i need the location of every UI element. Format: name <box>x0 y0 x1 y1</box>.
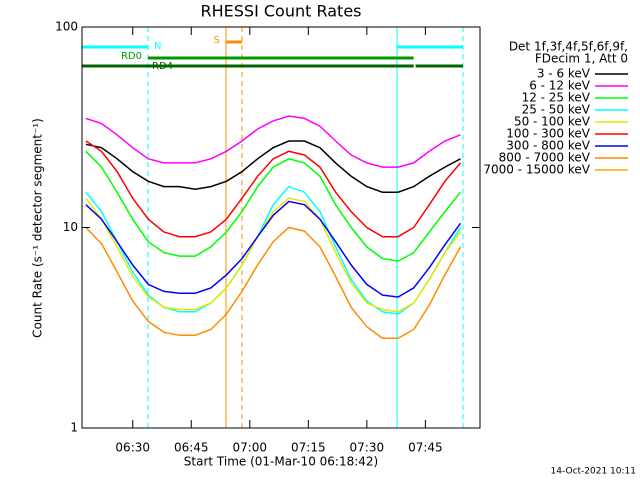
series-line <box>85 185 462 315</box>
attribute-label: RD0 <box>121 51 142 62</box>
legend-label: 50 - 100 keV <box>514 115 591 129</box>
series-line <box>85 140 461 193</box>
legend-label: 6 - 12 keV <box>529 79 591 93</box>
attribute-label: RD4 <box>152 61 173 72</box>
legend-label: 300 - 800 keV <box>506 139 590 153</box>
legend-label: 25 - 50 keV <box>522 103 591 117</box>
x-axis-label: Start Time (01-Mar-10 06:18:42) <box>184 455 378 469</box>
chart-title: RHESSI Count Rates <box>201 2 362 21</box>
series-line <box>85 150 462 262</box>
y-tick-label: 100 <box>55 20 78 34</box>
series-line <box>85 140 462 238</box>
series-line <box>85 200 462 298</box>
series-line <box>85 197 462 313</box>
x-tick-label: 07:30 <box>350 441 385 455</box>
timestamp: 14-Oct-2021 10:11 <box>551 467 636 477</box>
y-axis-label: Count Rate (s⁻¹ detector segment⁻¹) <box>31 118 45 338</box>
x-tick-label: 06:45 <box>174 441 209 455</box>
x-tick-label: 07:15 <box>291 441 326 455</box>
series-line <box>85 226 462 340</box>
y-tick-label: 10 <box>63 220 78 234</box>
y-tick-label: 1 <box>70 421 78 435</box>
x-tick-label: 07:00 <box>232 441 267 455</box>
series-line <box>85 115 461 168</box>
x-tick-label: 07:45 <box>408 441 443 455</box>
legend-label: 7000 - 15000 keV <box>483 163 590 177</box>
x-tick-label: 06:30 <box>115 441 150 455</box>
attribute-label: N <box>154 41 161 52</box>
legend-label: 100 - 300 keV <box>506 127 590 141</box>
legend-label: 12 - 25 keV <box>522 91 591 105</box>
legend-label: 800 - 7000 keV <box>499 151 591 165</box>
legend-header: FDecim 1, Att 0 <box>535 52 628 66</box>
legend-label: 3 - 6 keV <box>537 67 591 81</box>
attribute-label: S <box>214 35 220 46</box>
legend-header: Det 1f,3f,4f,5f,6f,9f, <box>509 40 628 54</box>
